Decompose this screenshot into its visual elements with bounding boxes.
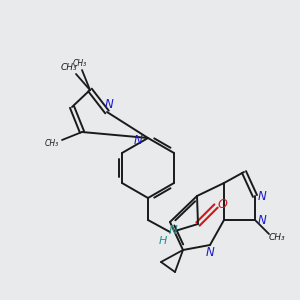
Text: CH₃: CH₃ [61, 64, 77, 73]
Text: N: N [169, 224, 177, 236]
Text: H: H [159, 236, 167, 246]
Text: N: N [134, 134, 142, 146]
Text: N: N [105, 98, 113, 112]
Text: N: N [258, 190, 266, 202]
Text: CH₃: CH₃ [45, 140, 59, 148]
Text: CH₃: CH₃ [73, 59, 87, 68]
Text: N: N [258, 214, 266, 226]
Text: CH₃: CH₃ [269, 232, 285, 242]
Text: O: O [217, 197, 227, 211]
Text: N: N [206, 247, 214, 260]
